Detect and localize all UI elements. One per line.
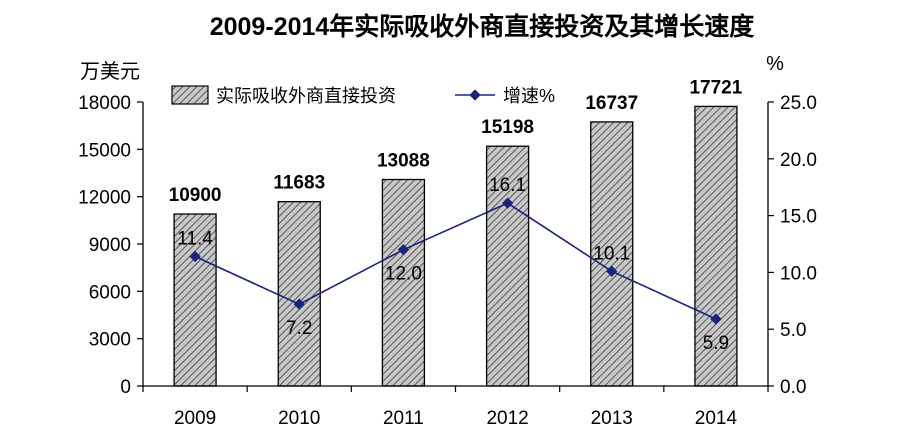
- bar-2011: [381, 178, 426, 387]
- left-tick-label: 15000: [78, 140, 131, 161]
- left-tick-label: 12000: [78, 188, 131, 209]
- bar-value-label: 16737: [585, 93, 638, 114]
- growth-rate-point: [397, 244, 410, 256]
- right-tick-label: 10.0: [780, 263, 817, 284]
- left-axis-unit: 万美元: [80, 60, 140, 83]
- bar-value-label: 13088: [377, 151, 430, 172]
- x-tick-label: 2014: [695, 408, 738, 429]
- right-tick-label: 5.0: [780, 320, 806, 341]
- left-tick-label: 6000: [89, 282, 131, 303]
- right-axis-unit: %: [766, 53, 784, 75]
- legend-swatch-marker: [469, 89, 481, 101]
- x-tick-label: 2012: [486, 408, 528, 429]
- left-tick-label: 18000: [78, 93, 131, 114]
- bar-2010: [277, 201, 321, 387]
- x-tick-label: 2013: [591, 408, 633, 429]
- x-tick-label: 2009: [174, 408, 216, 429]
- left-tick-label: 0: [120, 377, 131, 398]
- right-tick-label: 15.0: [780, 207, 817, 228]
- bar-value-label: 11683: [273, 173, 325, 194]
- x-tick-label: 2010: [278, 408, 320, 429]
- right-tick-label: 0.0: [780, 377, 806, 398]
- growth-rate-point: [189, 250, 201, 263]
- growth-rate-line: [194, 202, 717, 320]
- plot-area: 0 3000 6000 9000 12000 15000 18000 0.0 5.0 10.0 15…: [78, 77, 817, 429]
- bar-2012: [485, 145, 530, 387]
- left-tick-label: 9000: [89, 235, 131, 256]
- x-tick-label: 2011: [383, 408, 424, 429]
- growth-rate-label: 16.1: [489, 175, 526, 196]
- growth-rate-label: 10.1: [593, 243, 630, 264]
- growth-rate-point: [606, 265, 618, 277]
- left-tick-label: 3000: [89, 330, 131, 351]
- bar-value-label: 15198: [481, 117, 534, 138]
- growth-rate-point: [501, 197, 514, 209]
- growth-rate-label: 11.4: [177, 228, 213, 249]
- growth-rate-label: 5.9: [703, 333, 729, 354]
- right-tick-label: 25.0: [780, 93, 817, 114]
- bar-value-label: 10900: [169, 185, 222, 206]
- growth-rate-point: [293, 298, 305, 310]
- chart-title: 2009-2014年实际吸收外商直接投资及其增长速度: [210, 12, 755, 41]
- bar-value-label: 17721: [689, 77, 742, 98]
- legend-label-bar: 实际吸收外商直接投资: [216, 86, 396, 106]
- growth-rate-point: [710, 313, 722, 325]
- legend-swatch-bar: [171, 85, 209, 105]
- bar-2013: [590, 121, 634, 387]
- bar-2009: [173, 213, 217, 387]
- right-tick-label: 20.0: [780, 150, 817, 171]
- growth-rate-label: 7.2: [286, 318, 312, 339]
- legend-label-line: 增速%: [503, 86, 555, 106]
- growth-rate-label: 12.0: [385, 264, 422, 285]
